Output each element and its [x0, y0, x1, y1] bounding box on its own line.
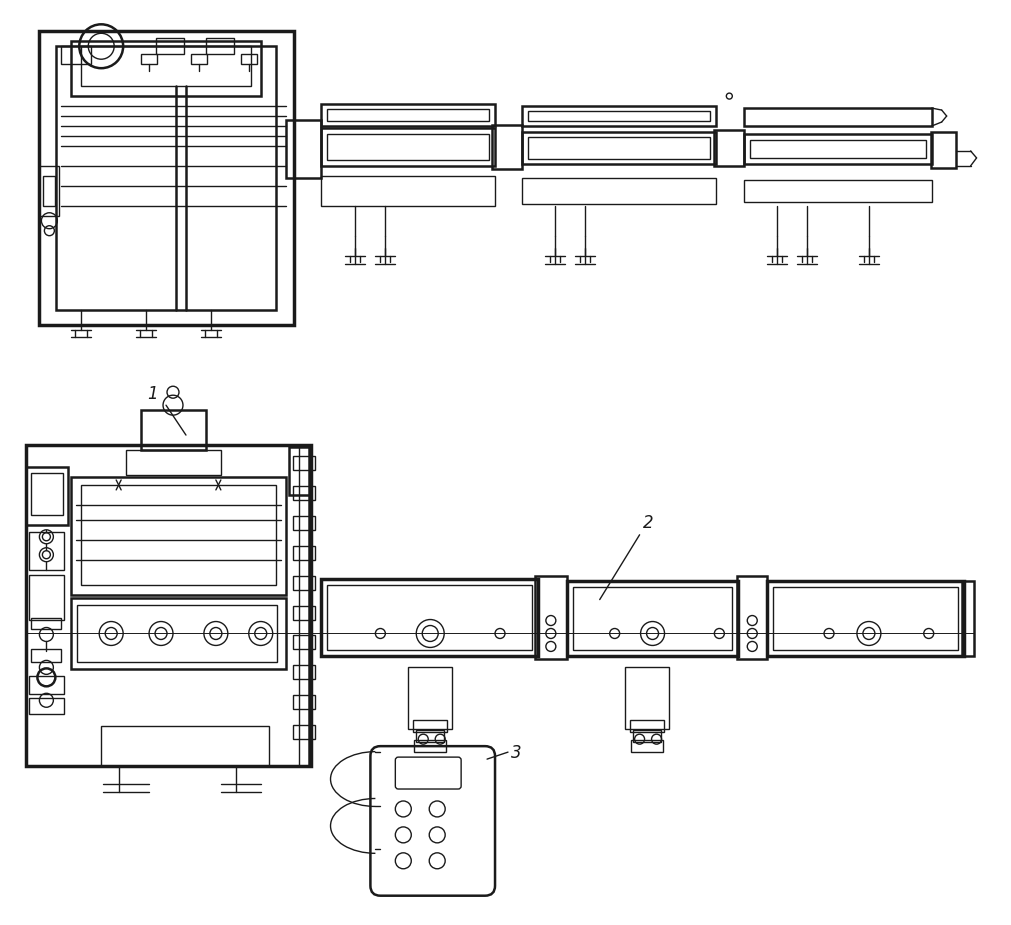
Bar — [39, 166, 60, 216]
Bar — [522, 178, 717, 204]
Bar — [327, 585, 532, 650]
Bar — [31, 473, 64, 515]
Text: 1: 1 — [148, 385, 158, 403]
Bar — [31, 618, 62, 630]
Bar — [292, 606, 314, 620]
Bar — [72, 42, 261, 96]
Bar — [81, 46, 251, 86]
Bar — [535, 575, 567, 660]
Bar — [72, 477, 286, 595]
Bar — [72, 598, 286, 670]
Bar — [77, 605, 277, 662]
Bar — [961, 581, 974, 657]
Bar — [39, 31, 293, 326]
Bar — [413, 721, 447, 733]
Bar — [26, 445, 310, 766]
Bar — [931, 132, 955, 167]
Bar — [408, 667, 452, 729]
Bar — [492, 125, 522, 169]
Bar — [573, 586, 732, 650]
Bar — [417, 730, 444, 742]
Bar — [320, 128, 495, 166]
Bar — [631, 740, 662, 752]
Bar — [101, 726, 269, 766]
Bar — [43, 176, 56, 205]
Bar — [29, 532, 65, 570]
Bar — [744, 134, 932, 164]
Bar — [744, 179, 932, 202]
Bar — [292, 665, 314, 679]
Bar — [292, 635, 314, 649]
Bar — [29, 574, 65, 620]
Bar — [126, 450, 220, 475]
Bar — [522, 132, 717, 164]
Bar — [286, 120, 320, 178]
Bar — [81, 485, 276, 585]
Bar — [567, 581, 738, 657]
Bar — [292, 575, 314, 589]
Bar — [633, 730, 660, 742]
Bar — [289, 447, 310, 495]
Bar — [31, 649, 62, 662]
Bar — [773, 586, 957, 650]
Text: 3: 3 — [511, 744, 522, 762]
Bar — [750, 140, 926, 158]
Bar — [767, 581, 963, 657]
Bar — [415, 740, 446, 752]
Bar — [320, 579, 538, 657]
Bar — [522, 106, 717, 126]
Bar — [630, 721, 663, 733]
Bar — [327, 109, 489, 121]
Bar — [191, 55, 207, 64]
Bar — [29, 698, 65, 714]
Bar — [241, 55, 257, 64]
Bar — [320, 176, 495, 205]
Text: 2: 2 — [643, 513, 653, 532]
Bar — [292, 696, 314, 709]
Bar — [292, 486, 314, 500]
Bar — [737, 575, 767, 660]
Bar — [327, 134, 489, 160]
Bar — [625, 667, 668, 729]
Bar — [26, 467, 69, 524]
Bar — [29, 676, 65, 695]
Bar — [292, 456, 314, 470]
Bar — [156, 38, 184, 55]
Bar — [206, 38, 234, 55]
Bar — [292, 516, 314, 530]
Bar — [744, 108, 932, 126]
Bar — [528, 111, 711, 121]
Bar — [62, 46, 91, 64]
Bar — [57, 46, 276, 311]
Bar — [528, 137, 711, 159]
Bar — [715, 130, 744, 166]
Bar — [292, 546, 314, 560]
Bar — [320, 105, 495, 126]
Bar — [142, 410, 206, 450]
Bar — [142, 55, 157, 64]
Bar — [292, 725, 314, 739]
